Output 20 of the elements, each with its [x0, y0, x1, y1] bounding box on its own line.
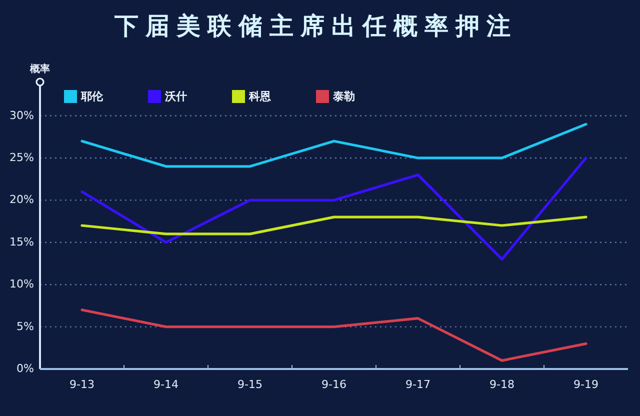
y-tick-label: 15%: [10, 235, 34, 248]
x-tick-label: 9-19: [574, 378, 598, 391]
y-tick-label: 0%: [16, 362, 34, 376]
chart-title: 下届美联储主席出任概率押注: [114, 12, 518, 40]
x-tick-label: 9-13: [70, 378, 94, 391]
x-tick-label: 9-17: [406, 378, 430, 391]
y-tick-label: 25%: [10, 150, 34, 164]
y-tick-label: 10%: [10, 278, 34, 291]
legend-label: 泰勒: [332, 90, 355, 104]
x-tick-label: 9-14: [154, 378, 178, 391]
legend-label: 沃什: [164, 90, 187, 104]
y-tick-label: 30%: [10, 108, 34, 122]
legend-label: 耶伦: [80, 90, 104, 104]
y-axis-title: 概率: [29, 63, 50, 75]
y-tick-label: 20%: [10, 193, 34, 206]
legend-label: 科恩: [248, 90, 272, 104]
x-tick-label: 9-18: [490, 378, 514, 391]
x-tick-label: 9-16: [322, 378, 346, 391]
x-tick-label: 9-15: [238, 378, 262, 391]
y-tick-label: 5%: [16, 320, 34, 333]
